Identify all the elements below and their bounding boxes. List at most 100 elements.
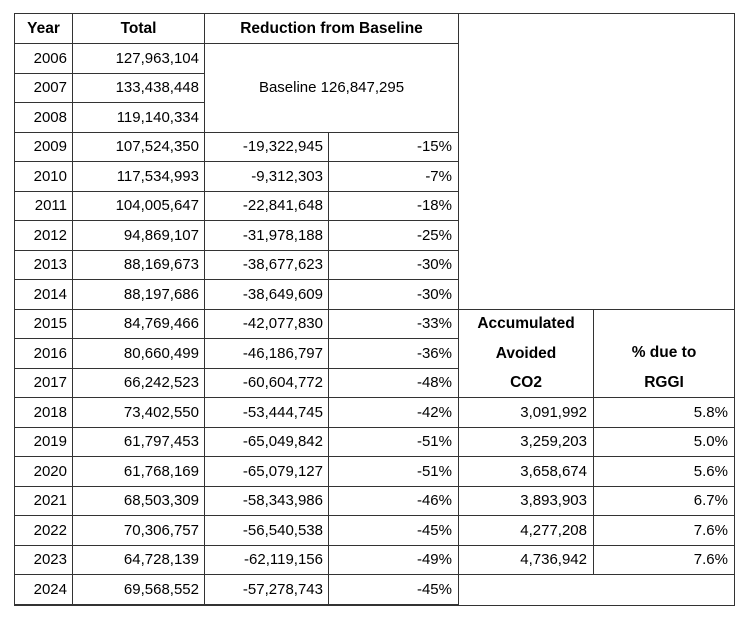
cell-total[interactable]: 107,524,350	[73, 132, 205, 162]
cell-total[interactable]: 94,869,107	[73, 221, 205, 251]
table-row: 2021 68,503,309 -58,343,986 -46% 3,893,9…	[15, 486, 734, 516]
cell-reduction-percent[interactable]: -36%	[329, 339, 459, 369]
cell-reduction-from-baseline[interactable]: -60,604,772	[205, 368, 329, 398]
cell-year[interactable]: 2019	[15, 427, 73, 457]
cell-reduction-from-baseline[interactable]: -22,841,648	[205, 191, 329, 221]
cell-total[interactable]: 88,197,686	[73, 280, 205, 310]
cell-reduction-from-baseline[interactable]: -42,077,830	[205, 309, 329, 339]
col-header-pct-due-to-rggi[interactable]: % due to RGGI	[594, 309, 734, 398]
cell-year[interactable]: 2021	[15, 486, 73, 516]
cell-total[interactable]: 69,568,552	[73, 575, 205, 605]
cell-year[interactable]: 2018	[15, 398, 73, 428]
col-header-total[interactable]: Total	[73, 14, 205, 44]
cell-year[interactable]: 2020	[15, 457, 73, 487]
cell-reduction-from-baseline[interactable]: -57,278,743	[205, 575, 329, 605]
cell-reduction-percent[interactable]: -49%	[329, 545, 459, 575]
cell-reduction-from-baseline[interactable]: -53,444,745	[205, 398, 329, 428]
cell-total[interactable]: 68,503,309	[73, 486, 205, 516]
cell-year[interactable]: 2012	[15, 221, 73, 251]
cell-accumulated-avoided-co2[interactable]: 3,893,903	[459, 486, 594, 516]
cell-accumulated-avoided-co2[interactable]: 3,091,992	[459, 398, 594, 428]
cell-total[interactable]: 104,005,647	[73, 191, 205, 221]
cell-reduction-from-baseline[interactable]: -56,540,538	[205, 516, 329, 546]
cell-accumulated-avoided-co2[interactable]: 3,259,203	[459, 427, 594, 457]
cell-year[interactable]: 2009	[15, 132, 73, 162]
cell-pct-due-to-rggi[interactable]: 6.7%	[594, 487, 734, 516]
cell-total[interactable]: 119,140,334	[73, 103, 205, 133]
cell-reduction-from-baseline[interactable]: -38,677,623	[205, 250, 329, 280]
table-row: 2020 61,768,169 -65,079,127 -51% 3,658,6…	[15, 457, 734, 487]
rggi-header-line-2: RGGI	[644, 373, 684, 391]
cell-reduction-percent[interactable]: -25%	[329, 221, 459, 251]
cell-year[interactable]: 2017	[15, 368, 73, 398]
cell-reduction-percent[interactable]: -7%	[329, 162, 459, 192]
cell-reduction-percent[interactable]: -45%	[329, 516, 459, 546]
cell-pct-due-to-rggi[interactable]: 5.0%	[594, 428, 734, 457]
cell-year[interactable]: 2006	[15, 44, 73, 74]
cell-total[interactable]: 61,768,169	[73, 457, 205, 487]
cell-reduction-from-baseline[interactable]: -46,186,797	[205, 339, 329, 369]
cell-year[interactable]: 2016	[15, 339, 73, 369]
cell-total[interactable]: 70,306,757	[73, 516, 205, 546]
cell-total[interactable]: 73,402,550	[73, 398, 205, 428]
table-row: 2022 70,306,757 -56,540,538 -45% 4,277,2…	[15, 516, 734, 546]
cell-reduction-from-baseline[interactable]: -9,312,303	[205, 162, 329, 192]
cell-reduction-percent[interactable]: -18%	[329, 191, 459, 221]
cell-reduction-from-baseline[interactable]: -62,119,156	[205, 545, 329, 575]
cell-reduction-percent[interactable]: -48%	[329, 368, 459, 398]
cell-total[interactable]: 64,728,139	[73, 545, 205, 575]
cell-total[interactable]: 80,660,499	[73, 339, 205, 369]
cell-reduction-from-baseline[interactable]: -38,649,609	[205, 280, 329, 310]
baseline-merged-cell[interactable]: Baseline 126,847,295	[205, 44, 459, 133]
cell-year[interactable]: 2011	[15, 191, 73, 221]
cell-reduction-percent[interactable]: -45%	[329, 575, 459, 605]
cell-total[interactable]: 133,438,448	[73, 73, 205, 103]
table-row: 2016 80,660,499 -46,186,797 -36%	[15, 339, 734, 369]
cell-reduction-percent[interactable]: -15%	[329, 132, 459, 162]
col-header-reduction-from-baseline[interactable]: Reduction from Baseline	[205, 14, 459, 44]
cell-total[interactable]: 88,169,673	[73, 250, 205, 280]
cell-year[interactable]: 2010	[15, 162, 73, 192]
cell-total[interactable]: 117,534,993	[73, 162, 205, 192]
cell-pct-due-to-rggi[interactable]: 7.6%	[594, 546, 734, 575]
cell-total[interactable]: 61,797,453	[73, 427, 205, 457]
empty-merged-cell-2024[interactable]	[459, 575, 734, 605]
table-row: 2019 61,797,453 -65,049,842 -51% 3,259,2…	[15, 427, 734, 457]
cell-accumulated-avoided-co2[interactable]: 3,658,674	[459, 457, 594, 487]
cell-total[interactable]: 66,242,523	[73, 368, 205, 398]
cell-year[interactable]: 2022	[15, 516, 73, 546]
cell-reduction-percent[interactable]: -46%	[329, 486, 459, 516]
cell-accumulated-avoided-co2[interactable]: 4,736,942	[459, 545, 594, 575]
col-header-accumulated-avoided-co2[interactable]: Accumulated Avoided CO2	[459, 309, 594, 398]
cell-reduction-percent[interactable]: -33%	[329, 309, 459, 339]
cell-total[interactable]: 84,769,466	[73, 309, 205, 339]
cell-year[interactable]: 2013	[15, 250, 73, 280]
cell-reduction-from-baseline[interactable]: -31,978,188	[205, 221, 329, 251]
cell-reduction-percent[interactable]: -42%	[329, 398, 459, 428]
table-row: 2014 88,197,686 -38,649,609 -30%	[15, 280, 734, 310]
cell-pct-due-to-rggi[interactable]: 5.6%	[594, 457, 734, 487]
cell-year[interactable]: 2014	[15, 280, 73, 310]
cell-total[interactable]: 127,963,104	[73, 44, 205, 74]
cell-pct-due-to-rggi[interactable]: 5.8%	[594, 398, 734, 428]
cell-year[interactable]: 2007	[15, 73, 73, 103]
col-header-year[interactable]: Year	[15, 14, 73, 44]
table-row: 2012 94,869,107 -31,978,188 -25%	[15, 221, 734, 251]
cell-accumulated-avoided-co2[interactable]: 4,277,208	[459, 516, 594, 546]
cell-reduction-from-baseline[interactable]: -58,343,986	[205, 486, 329, 516]
cell-year[interactable]: 2015	[15, 309, 73, 339]
cell-reduction-from-baseline[interactable]: -65,079,127	[205, 457, 329, 487]
empty-region-top-right	[459, 14, 734, 310]
cell-year[interactable]: 2008	[15, 103, 73, 133]
accumulated-header-line-1: Accumulated	[477, 315, 575, 332]
cell-year[interactable]: 2023	[15, 545, 73, 575]
cell-year[interactable]: 2024	[15, 575, 73, 605]
accumulated-header-line-2: Avoided	[495, 344, 557, 362]
cell-reduction-percent[interactable]: -30%	[329, 280, 459, 310]
cell-pct-due-to-rggi[interactable]: 7.6%	[594, 516, 734, 546]
cell-reduction-percent[interactable]: -51%	[329, 457, 459, 487]
cell-reduction-from-baseline[interactable]: -19,322,945	[205, 132, 329, 162]
cell-reduction-from-baseline[interactable]: -65,049,842	[205, 427, 329, 457]
cell-reduction-percent[interactable]: -30%	[329, 250, 459, 280]
cell-reduction-percent[interactable]: -51%	[329, 427, 459, 457]
